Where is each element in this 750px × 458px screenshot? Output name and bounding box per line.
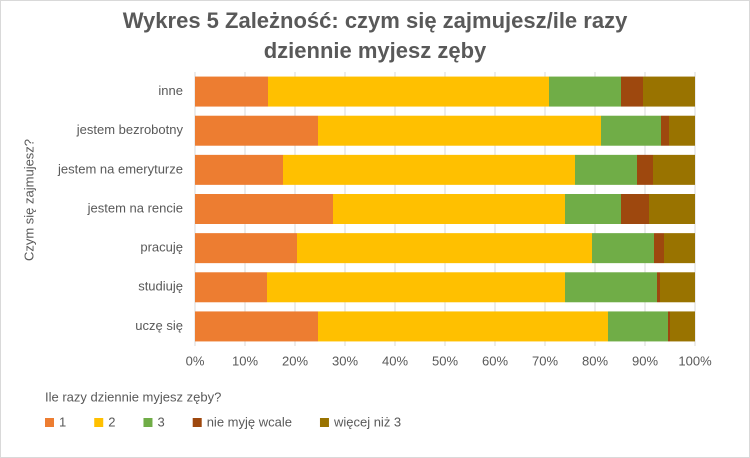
bar-segment: [621, 76, 643, 107]
x-tick-label: 100%: [678, 353, 712, 368]
x-tick-label: 30%: [332, 353, 358, 368]
x-tick-label: 80%: [582, 353, 608, 368]
bar-segment: [653, 154, 695, 185]
bar-segment: [637, 154, 653, 185]
bar-segment: [195, 76, 268, 107]
x-tick-label: 50%: [432, 353, 458, 368]
legend-label: nie myję wcale: [207, 414, 292, 429]
legend-label: 3: [157, 414, 164, 429]
x-tick-label: 20%: [282, 353, 308, 368]
chart-title: dziennie myjesz zęby: [264, 38, 487, 63]
bar-segment: [333, 194, 565, 224]
bar-segment: [318, 115, 601, 146]
y-tick-label: pracuję: [140, 240, 183, 255]
bar-segment: [660, 272, 695, 303]
y-axis-label: Czym się zajmujesz?: [21, 139, 36, 261]
x-tick-label: 90%: [632, 353, 658, 368]
legend-label: więcej niż 3: [333, 414, 401, 429]
legend-swatch: [94, 418, 104, 427]
x-tick-label: 70%: [532, 353, 558, 368]
y-tick-label: inne: [158, 83, 183, 98]
x-tick-label: 10%: [232, 353, 258, 368]
y-tick-label: jestem na rencie: [87, 200, 183, 215]
y-tick-label: studiuję: [138, 279, 183, 294]
bar-segment: [195, 115, 318, 146]
y-tick-label: jestem bezrobotny: [76, 122, 184, 137]
bar-segment: [657, 272, 660, 303]
bar-segment: [195, 154, 283, 185]
bar-segment: [649, 194, 695, 224]
bar-segment: [669, 115, 695, 146]
bar-segment: [643, 76, 695, 107]
bar-segment: [283, 154, 575, 185]
bar-segment: [318, 311, 608, 342]
bar-segment: [601, 115, 661, 146]
y-tick-label: uczę się: [135, 318, 183, 333]
bar-segment: [670, 311, 695, 342]
bar-segment: [661, 115, 669, 146]
legend-swatch: [45, 418, 54, 427]
bar-segment: [592, 233, 654, 264]
bar-segment: [654, 233, 664, 264]
bar-segment: [267, 272, 565, 303]
x-tick-label: 0%: [186, 353, 205, 368]
x-tick-label: 60%: [482, 353, 508, 368]
bar-segment: [565, 194, 621, 224]
bar-segment: [621, 194, 649, 224]
legend-label: 1: [59, 414, 66, 429]
bar-segment: [268, 76, 549, 107]
bar-segment: [297, 233, 592, 264]
legend-swatch: [192, 418, 202, 427]
bar-segment: [608, 311, 668, 342]
legend-label: 2: [108, 414, 115, 429]
y-tick-label: jestem na emeryturze: [57, 161, 183, 176]
bar-segment: [195, 272, 267, 303]
bar-segment: [195, 194, 333, 224]
chart-title: Wykres 5 Zależność: czym się zajmujesz/i…: [123, 8, 628, 33]
bar-segment: [668, 311, 670, 342]
legend-swatch: [319, 418, 329, 427]
bar-segment: [549, 76, 621, 107]
legend-title: Ile razy dziennie myjesz zęby?: [45, 389, 221, 404]
bar-segment: [664, 233, 695, 264]
bar-segment: [195, 311, 318, 342]
bar-segment: [575, 154, 637, 185]
bar-segment: [195, 233, 297, 264]
bar-segment: [565, 272, 657, 303]
legend-swatch: [143, 418, 153, 427]
x-tick-label: 40%: [382, 353, 408, 368]
